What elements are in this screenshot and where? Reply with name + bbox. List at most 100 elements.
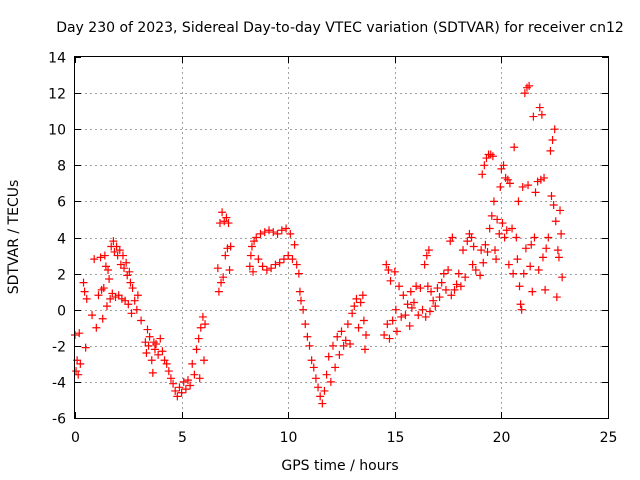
chart-title: Day 230 of 2023, Sidereal Day-to-day VTE… [56, 20, 624, 36]
data-point [142, 349, 151, 358]
x-tick-label: 0 [71, 430, 80, 446]
data-point [424, 246, 433, 255]
data-point [556, 206, 565, 215]
data-point [249, 267, 258, 276]
data-point [499, 161, 508, 170]
data-point [279, 255, 288, 264]
data-point [296, 296, 305, 305]
data-point [469, 242, 478, 251]
data-point [414, 311, 423, 320]
data-point [246, 251, 255, 260]
x-tick-label: 15 [387, 430, 405, 446]
data-point [286, 229, 295, 238]
x-tick-label: 5 [178, 430, 187, 446]
data-point [303, 332, 312, 341]
data-point [386, 276, 395, 285]
data-point [454, 269, 463, 278]
data-point [418, 305, 427, 314]
x-tick-label: 10 [280, 430, 298, 446]
data-point [527, 240, 536, 249]
data-point [492, 255, 501, 264]
data-point [92, 323, 101, 332]
y-axis-label: SDTVAR / TECUs [6, 180, 22, 295]
data-point [465, 229, 474, 238]
data-point [359, 316, 368, 325]
data-point [331, 363, 340, 372]
data-point [314, 383, 323, 392]
data-point [380, 330, 389, 339]
data-point [401, 311, 410, 320]
data-point [487, 211, 496, 220]
data-point [550, 125, 559, 134]
data-point [145, 332, 154, 341]
data-point [127, 309, 136, 318]
data-point [128, 284, 137, 293]
data-point [254, 255, 263, 264]
data-point [468, 260, 477, 269]
data-point [307, 356, 316, 365]
data-point [439, 269, 448, 278]
data-point [288, 255, 297, 264]
data-point [213, 264, 222, 273]
data-point [480, 161, 489, 170]
data-point [435, 293, 444, 302]
data-point [82, 294, 91, 303]
data-point [132, 305, 141, 314]
y-tick-label: -4 [52, 376, 66, 392]
data-point [546, 146, 555, 155]
data-point [125, 267, 134, 276]
data-point [195, 374, 204, 383]
data-point [130, 296, 139, 305]
data-point [488, 152, 497, 161]
data-point [245, 262, 254, 271]
data-point [352, 294, 361, 303]
data-point [403, 300, 412, 309]
data-point [516, 300, 525, 309]
data-point [160, 356, 169, 365]
data-point [513, 255, 522, 264]
data-point [198, 312, 207, 321]
data-point [406, 287, 415, 296]
data-point [169, 379, 178, 388]
y-tick-label: 6 [57, 195, 66, 211]
data-point [491, 246, 500, 255]
data-point [444, 265, 453, 274]
data-point [548, 136, 557, 145]
data-point [441, 285, 450, 294]
data-point [461, 273, 470, 282]
data-point [199, 356, 208, 365]
data-point [81, 343, 90, 352]
data-points [71, 81, 567, 408]
data-point [437, 278, 446, 287]
data-point [416, 284, 425, 293]
data-point [521, 244, 530, 253]
data-point [294, 269, 303, 278]
data-point [515, 282, 524, 291]
data-point [489, 197, 498, 206]
data-point [557, 229, 566, 238]
data-point [284, 251, 293, 260]
grid-lines [75, 57, 608, 418]
data-point [520, 89, 529, 98]
data-point [463, 237, 472, 246]
data-point [421, 312, 430, 321]
data-point [535, 103, 544, 112]
y-tick-label: 10 [48, 123, 66, 139]
data-point [265, 226, 274, 235]
data-point [526, 262, 535, 271]
data-point [225, 265, 234, 274]
data-point [395, 282, 404, 291]
data-point [431, 302, 440, 311]
data-point [537, 110, 546, 119]
data-point [427, 287, 436, 296]
data-point [450, 285, 459, 294]
data-point [459, 246, 468, 255]
data-point [358, 291, 367, 300]
data-point [262, 265, 271, 274]
data-point [322, 370, 331, 379]
data-point [152, 339, 161, 348]
data-point [528, 287, 537, 296]
data-point [217, 278, 226, 287]
y-tick-label: -2 [52, 340, 66, 356]
